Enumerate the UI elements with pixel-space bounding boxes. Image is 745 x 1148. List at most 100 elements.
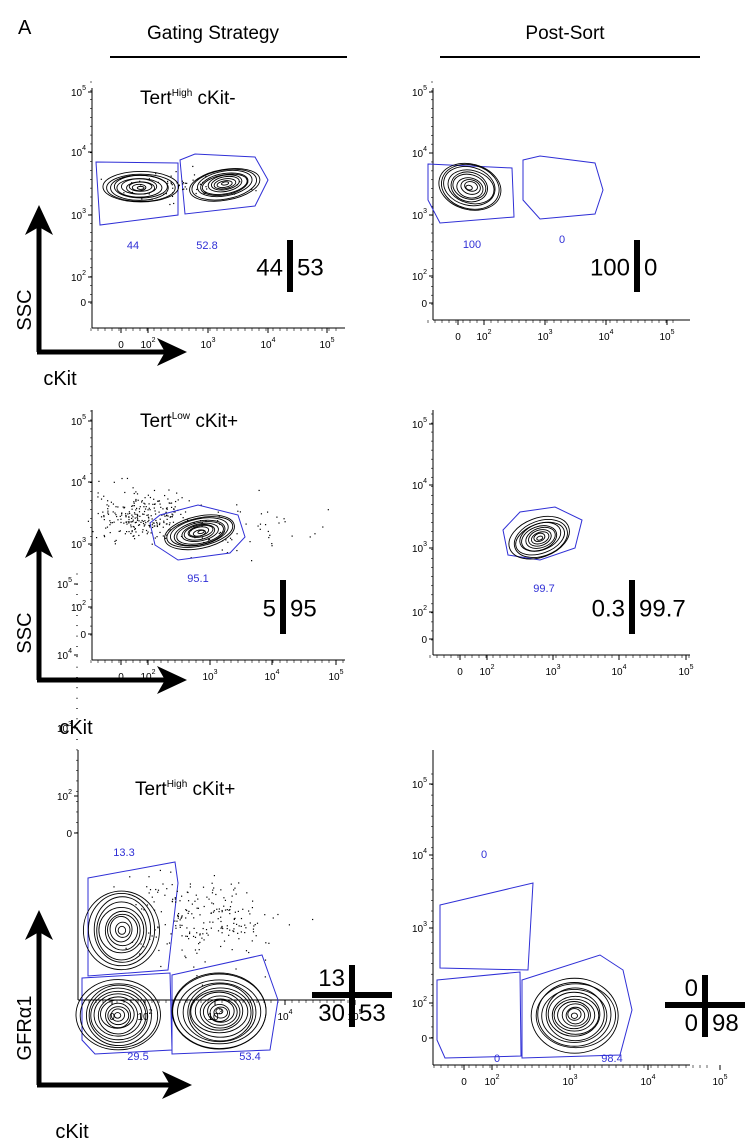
contour-line bbox=[557, 1001, 591, 1030]
gate-percentage: 100 bbox=[463, 239, 481, 251]
contour-line bbox=[187, 983, 254, 1042]
event-dot bbox=[192, 165, 194, 168]
x-tick-label: 103 bbox=[537, 329, 552, 343]
event-dot bbox=[135, 498, 137, 501]
event-dot bbox=[113, 886, 115, 888]
event-dot bbox=[154, 537, 156, 539]
event-dot bbox=[236, 549, 238, 552]
event-dot bbox=[170, 933, 172, 935]
event-dot bbox=[167, 182, 169, 184]
event-dot bbox=[168, 942, 171, 944]
event-dot bbox=[155, 173, 157, 175]
event-dot bbox=[153, 507, 155, 509]
event-dot bbox=[203, 922, 205, 924]
event-dot bbox=[112, 503, 115, 505]
event-dot bbox=[116, 515, 118, 518]
contour-line bbox=[441, 163, 500, 210]
contour-line bbox=[177, 979, 262, 1045]
event-dot bbox=[107, 500, 109, 502]
event-dot bbox=[251, 560, 253, 562]
event-dot bbox=[181, 915, 183, 917]
x-tick-exponent: 5 bbox=[690, 664, 694, 671]
x-tick-label: 0 bbox=[118, 340, 124, 351]
event-dot bbox=[206, 896, 208, 898]
event-dot bbox=[312, 918, 314, 921]
event-dot bbox=[184, 182, 186, 184]
x-tick-label: 105 bbox=[712, 1074, 727, 1088]
event-dot bbox=[131, 508, 133, 510]
event-dot bbox=[233, 193, 236, 195]
event-dot bbox=[131, 941, 134, 943]
event-dot bbox=[107, 513, 110, 515]
event-dot bbox=[117, 519, 119, 521]
event-dot bbox=[107, 508, 109, 510]
y-tick-label: 102 bbox=[71, 600, 86, 614]
contour-line bbox=[464, 181, 478, 192]
gate-polygon bbox=[179, 153, 269, 215]
event-dot bbox=[167, 498, 169, 500]
gate-polygon bbox=[427, 163, 515, 224]
event-dot bbox=[114, 512, 116, 514]
event-dot bbox=[138, 508, 141, 510]
event-dot bbox=[164, 515, 166, 517]
event-dot bbox=[127, 521, 129, 523]
plot-title-rest: cKit+ bbox=[187, 779, 235, 800]
event-dot bbox=[228, 909, 230, 911]
event-dot bbox=[141, 519, 143, 522]
event-dot bbox=[154, 513, 157, 515]
event-dot bbox=[177, 185, 180, 188]
event-dot bbox=[157, 891, 159, 893]
event-dot bbox=[170, 871, 172, 873]
x-tick-label: 103 bbox=[545, 664, 560, 678]
event-dot bbox=[142, 529, 144, 531]
gate-polygon bbox=[171, 954, 279, 1055]
event-dot bbox=[157, 927, 159, 929]
event-dot bbox=[197, 178, 199, 180]
event-dot bbox=[167, 515, 169, 517]
event-dot bbox=[264, 524, 267, 526]
event-dot bbox=[109, 524, 111, 526]
event-dot bbox=[193, 927, 195, 930]
event-dot bbox=[187, 519, 189, 521]
event-dot bbox=[133, 535, 135, 537]
event-dot bbox=[212, 921, 214, 923]
event-dot bbox=[237, 910, 239, 913]
event-dot bbox=[191, 913, 193, 915]
contour-line bbox=[447, 169, 495, 205]
contour-line bbox=[201, 173, 248, 195]
x-tick-label: 104 bbox=[611, 664, 626, 678]
contour-line bbox=[452, 173, 487, 200]
gate-polygon bbox=[87, 861, 179, 977]
event-dot bbox=[180, 917, 182, 919]
y-tick-exponent: 4 bbox=[82, 475, 86, 482]
gate-polygon bbox=[95, 161, 179, 226]
y-tick-label: 103 bbox=[71, 537, 86, 551]
y-tick-exponent: 5 bbox=[423, 85, 427, 92]
event-dot bbox=[205, 186, 207, 188]
event-dot bbox=[149, 526, 151, 528]
gate-polygon bbox=[521, 954, 633, 1059]
event-dot bbox=[162, 193, 165, 195]
event-dot bbox=[135, 904, 137, 906]
event-dot bbox=[152, 522, 154, 524]
event-dot bbox=[156, 521, 158, 524]
event-dot bbox=[158, 523, 161, 526]
summary-bottom-left: 30 bbox=[318, 1000, 345, 1027]
plot-row1-post-sort: 0 102 103 104 105 0 102 103 104 105 100 0 100 0 bbox=[412, 81, 690, 343]
contour-line bbox=[213, 1006, 228, 1019]
event-dot bbox=[140, 943, 142, 945]
event-dot bbox=[134, 522, 136, 524]
event-dot bbox=[170, 502, 173, 504]
x-tick-label: 103 bbox=[202, 669, 217, 683]
x-tick-exponent: 3 bbox=[557, 664, 561, 671]
event-dot bbox=[165, 511, 167, 513]
event-dot bbox=[255, 935, 257, 937]
plot-title: TertLow cKit+ bbox=[140, 411, 238, 432]
event-dot bbox=[97, 496, 99, 498]
event-dot bbox=[200, 504, 202, 506]
event-dot bbox=[155, 519, 157, 522]
event-dot bbox=[231, 949, 233, 951]
event-dot bbox=[148, 519, 150, 521]
contour-line bbox=[117, 925, 127, 935]
